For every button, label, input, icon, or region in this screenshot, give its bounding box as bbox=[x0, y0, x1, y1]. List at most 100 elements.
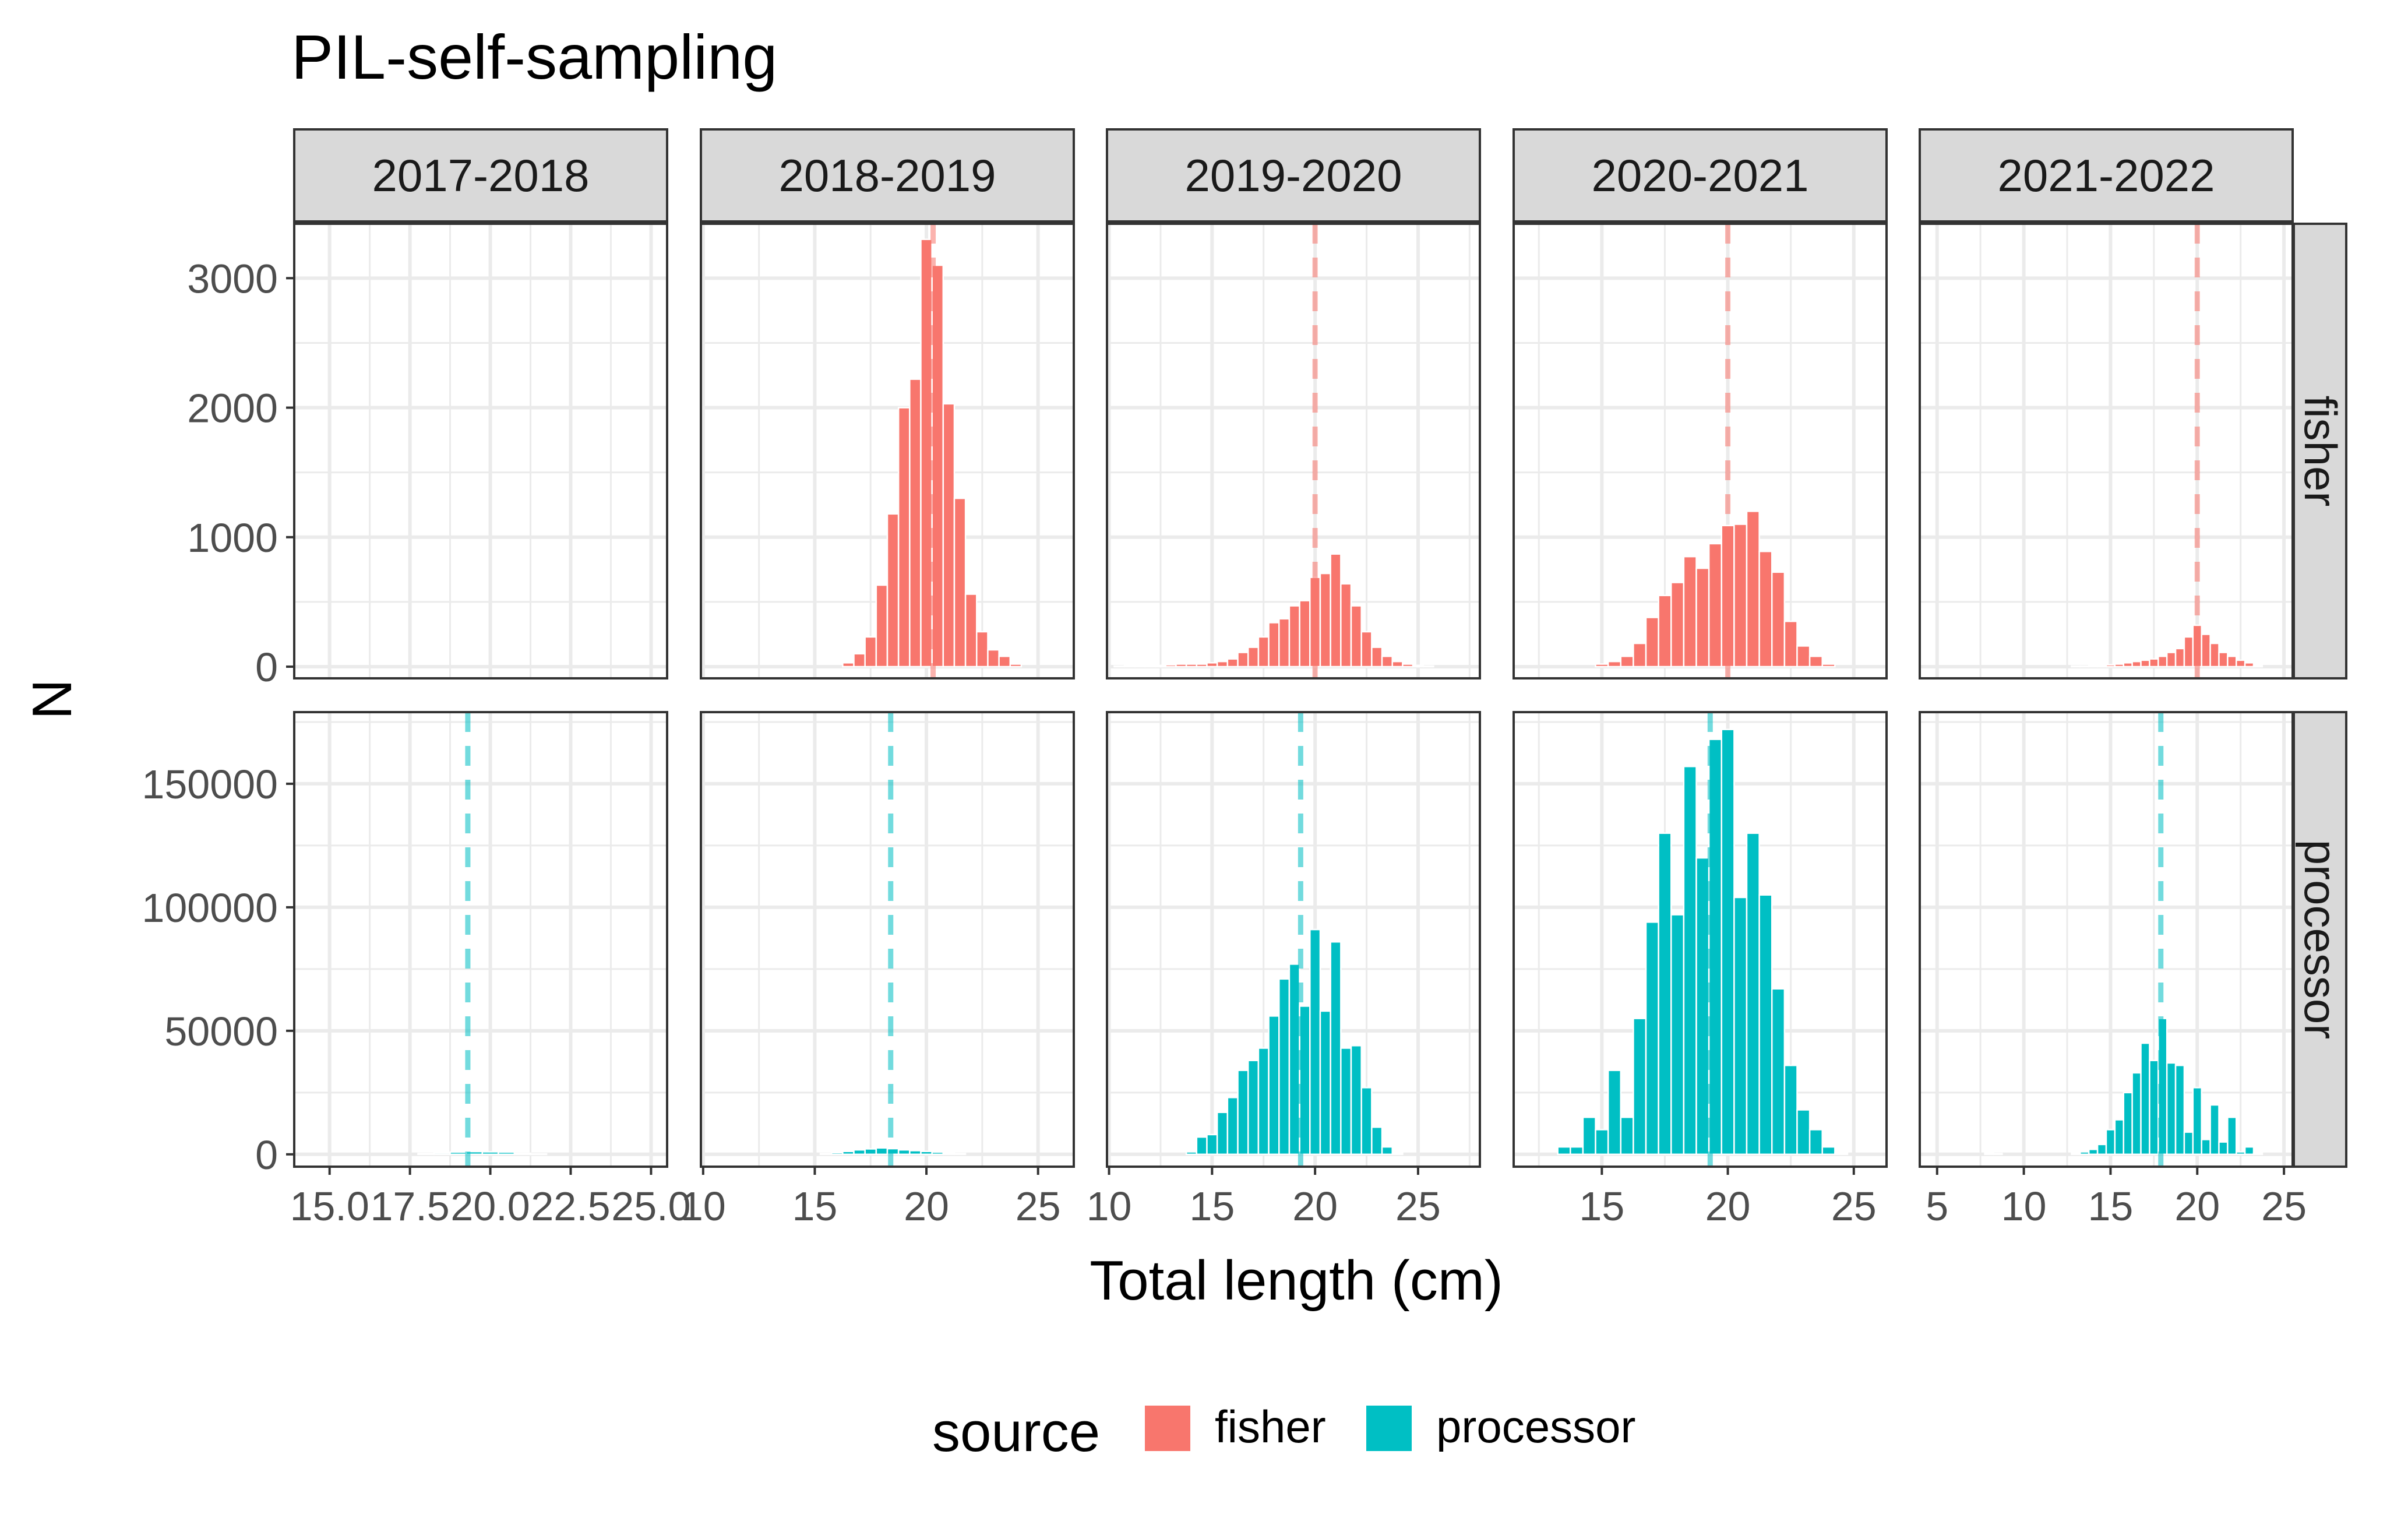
bar-processor bbox=[1216, 1111, 1229, 1156]
bar-fisher bbox=[1391, 660, 1404, 668]
panel-background bbox=[294, 712, 667, 1167]
bar-fisher bbox=[842, 662, 855, 668]
bar-fisher bbox=[1808, 655, 1823, 668]
bar-processor bbox=[1381, 1146, 1393, 1156]
y-tick-label: 0 bbox=[255, 645, 278, 690]
bar-processor bbox=[2071, 1152, 2081, 1156]
bar-fisher bbox=[1340, 583, 1352, 668]
x-tick-label: 15 bbox=[792, 1184, 838, 1229]
x-tick-label: 10 bbox=[681, 1184, 726, 1229]
bar-fisher bbox=[1746, 510, 1760, 668]
bar-processor bbox=[2114, 1119, 2125, 1156]
x-tick-label: 25.0 bbox=[611, 1184, 690, 1229]
row-strip-processor bbox=[2293, 711, 2347, 1168]
bar-fisher bbox=[2218, 652, 2229, 668]
panel-background bbox=[1920, 712, 2293, 1167]
bar-fisher bbox=[2140, 659, 2150, 668]
bar-processor bbox=[1796, 1109, 1811, 1156]
bar-fisher bbox=[875, 584, 889, 668]
bar-fisher bbox=[1670, 582, 1685, 668]
bar-fisher bbox=[964, 593, 978, 668]
bar-processor bbox=[449, 1151, 467, 1156]
strip-label-2018-2019: 2018-2019 bbox=[778, 150, 996, 201]
bar-processor bbox=[2252, 1152, 2264, 1156]
y-tick-label: 150000 bbox=[142, 762, 278, 807]
bar-processor bbox=[1620, 1116, 1634, 1156]
bar-processor bbox=[1247, 1059, 1260, 1156]
bar-fisher bbox=[1175, 663, 1187, 668]
bar-fisher bbox=[1633, 642, 1647, 668]
bar-processor bbox=[1720, 728, 1735, 1156]
bar-processor bbox=[1633, 1017, 1647, 1156]
bar-processor bbox=[1268, 1015, 1280, 1156]
panel-2017-2018-processor: 0 50000 100000 150000 15.0 17.5 20.0 22.5 25.0 bbox=[142, 711, 691, 1229]
strip-label-2021-2022: 2021-2022 bbox=[1997, 150, 2215, 201]
bar-fisher bbox=[1268, 622, 1280, 668]
bar-fisher bbox=[2071, 665, 2081, 668]
bar-fisher bbox=[1206, 662, 1218, 668]
bar-processor bbox=[2131, 1072, 2142, 1156]
bar-fisher bbox=[998, 655, 1011, 668]
panel-border bbox=[700, 711, 1075, 1168]
bar-fisher bbox=[1371, 646, 1383, 668]
bar-processor bbox=[1834, 1152, 1849, 1156]
bar-processor bbox=[1733, 896, 1748, 1156]
panels-layer: 2017-2018 0 1000 2000 3000 0 50000 100000 150000… bbox=[142, 128, 2347, 1229]
bar-processor bbox=[1808, 1129, 1823, 1156]
panel-background bbox=[701, 712, 1074, 1167]
bar-fisher bbox=[2174, 647, 2185, 668]
bar-fisher bbox=[2123, 662, 2133, 668]
bar-processor bbox=[2140, 1042, 2150, 1156]
bar-processor bbox=[875, 1147, 889, 1156]
x-tick-label: 25 bbox=[1395, 1184, 1441, 1229]
bar-fisher bbox=[909, 378, 922, 668]
bar-fisher bbox=[2114, 663, 2125, 668]
bar-processor bbox=[1758, 894, 1773, 1156]
bar-fisher bbox=[864, 636, 877, 668]
panel-2017-2018-fisher: 0 1000 2000 3000 bbox=[187, 223, 668, 690]
bar-processor bbox=[1557, 1146, 1571, 1156]
strip-2017-2018 bbox=[293, 128, 668, 223]
bar-processor bbox=[1570, 1146, 1584, 1156]
bar-fisher bbox=[1134, 664, 1146, 668]
bar-fisher bbox=[1758, 550, 1773, 668]
bar-processor bbox=[1607, 1069, 1622, 1156]
legend-title: source bbox=[932, 1401, 1100, 1463]
panel-2020-2021-fisher bbox=[1513, 223, 1888, 679]
bar-processor bbox=[498, 1151, 516, 1156]
bar-fisher bbox=[2244, 662, 2255, 668]
strip-label-2019-2020: 2019-2020 bbox=[1184, 150, 1402, 201]
bar-fisher bbox=[1796, 645, 1811, 668]
bar-processor bbox=[1695, 857, 1710, 1156]
bar-fisher bbox=[1595, 663, 1609, 668]
bar-fisher bbox=[1821, 663, 1836, 668]
bar-fisher bbox=[1226, 658, 1239, 668]
strip-label-2020-2021: 2020-2021 bbox=[1591, 150, 1808, 201]
bar-processor bbox=[2227, 1116, 2237, 1156]
bar-fisher bbox=[1330, 553, 1342, 668]
bar-processor bbox=[1185, 1151, 1198, 1156]
bar-fisher bbox=[2157, 655, 2168, 668]
x-tick-label: 25 bbox=[1016, 1184, 1061, 1229]
strip-2020-2021 bbox=[1513, 128, 1888, 223]
bar-fisher bbox=[920, 238, 933, 668]
bar-fisher bbox=[2236, 659, 2246, 668]
legend-label-fisher: fisher bbox=[1215, 1401, 1326, 1452]
bar-processor bbox=[1237, 1069, 1249, 1156]
bar-fisher bbox=[886, 513, 900, 668]
bar-processor bbox=[1670, 914, 1685, 1156]
bar-processor bbox=[942, 1152, 956, 1156]
bar-processor bbox=[433, 1152, 451, 1156]
strip-2019-2020 bbox=[1106, 128, 1481, 223]
panel-border bbox=[293, 223, 668, 679]
strip-2021-2022 bbox=[1919, 128, 2294, 223]
panel-2021-2022-processor: 5 10 15 20 25 bbox=[1919, 711, 2307, 1229]
bar-fisher bbox=[1185, 663, 1198, 668]
bar-processor bbox=[2123, 1092, 2133, 1156]
bar-fisher bbox=[2131, 660, 2142, 668]
x-tick-label: 20 bbox=[904, 1184, 949, 1229]
bar-fisher bbox=[2149, 658, 2159, 668]
bar-fisher bbox=[2183, 636, 2194, 668]
bar-fisher bbox=[2166, 652, 2177, 668]
